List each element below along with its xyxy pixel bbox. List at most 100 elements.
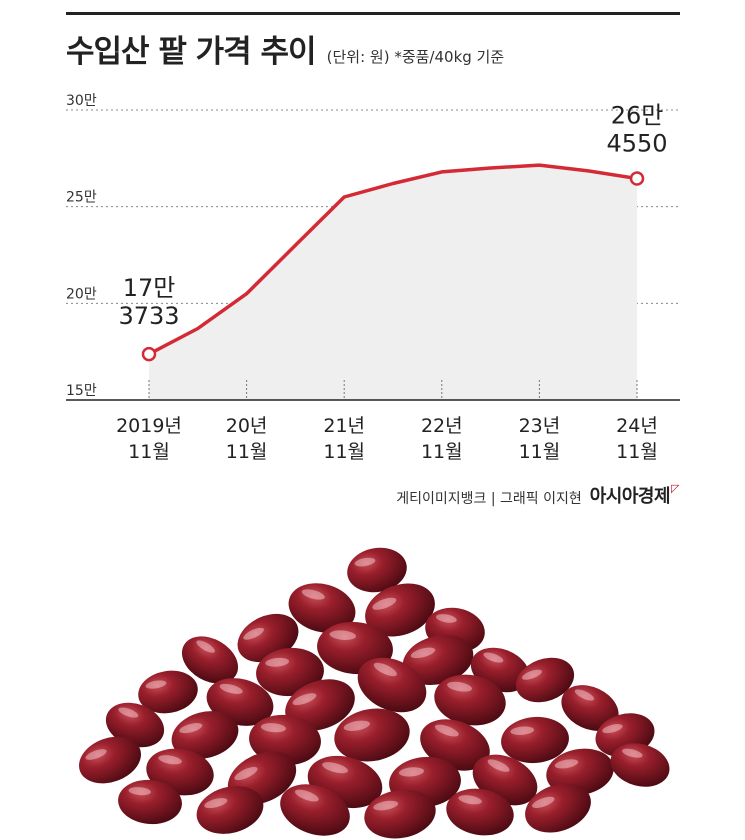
bean-highlight <box>434 724 459 737</box>
x-tick-month: 11월 <box>519 441 561 463</box>
bean-highlight <box>322 762 348 774</box>
bean-highlight <box>354 557 376 567</box>
bean <box>402 635 474 685</box>
bean-highlight <box>179 723 203 734</box>
bean <box>256 647 324 697</box>
brand-mark-icon: ◸ <box>671 482 679 495</box>
y-tick-label: 30만 <box>66 93 97 109</box>
price-chart: 15만 20만 25만 30만 2019년 11월 20년 11월 21년 11월 22년 11월 2… <box>66 93 680 463</box>
footer: 게티이미지뱅크 | 그래픽 이지현 아시아경제◸ <box>396 482 679 508</box>
bean-body <box>256 647 324 697</box>
bean-body <box>105 702 165 748</box>
header: 수입산 팥 가격 추이 (단위: 원) *중품/40kg 기준 <box>66 26 504 71</box>
bean-body <box>420 719 490 771</box>
bean <box>105 702 165 748</box>
bean-body <box>347 547 407 593</box>
bean-highlight <box>554 759 579 769</box>
bean <box>357 657 427 713</box>
markers <box>141 171 645 362</box>
bean <box>171 711 239 759</box>
bean-body <box>196 786 264 834</box>
red-beans-photo <box>79 547 670 839</box>
x-tick-year: 20년 <box>226 415 268 437</box>
bean-highlight <box>329 630 357 640</box>
y-tick-label: 20만 <box>66 286 97 302</box>
bean <box>285 679 355 731</box>
bean <box>280 784 350 836</box>
bean <box>446 788 514 836</box>
bean-pile <box>79 547 670 839</box>
bean-highlight <box>373 800 399 811</box>
bean-highlight <box>118 707 139 718</box>
bean-highlight <box>158 755 182 765</box>
bean-body <box>79 736 141 784</box>
data-label-bottom: 4550 <box>606 130 667 158</box>
bean-body <box>285 679 355 731</box>
bean-highlight <box>622 748 643 758</box>
x-tick-month: 11월 <box>128 441 170 463</box>
bean-highlight <box>602 724 623 734</box>
y-tick-label: 15만 <box>66 383 97 399</box>
x-tick-year: 21년 <box>323 415 365 437</box>
x-tick-year: 2019년 <box>116 415 182 437</box>
bean-highlight <box>260 723 286 733</box>
bean-body <box>118 779 182 825</box>
bean-highlight <box>219 683 243 694</box>
y-tick-label: 25만 <box>66 190 97 206</box>
chart-title: 수입산 팥 가격 추이 <box>66 34 317 70</box>
bean-body <box>138 670 198 714</box>
x-tick-month: 11월 <box>226 441 268 463</box>
bean-body <box>610 743 670 787</box>
data-point-marker <box>141 346 157 362</box>
bean-body <box>501 716 569 764</box>
bean-highlight <box>301 589 325 600</box>
x-tick-year: 23년 <box>519 415 561 437</box>
bean-body <box>561 685 619 731</box>
bean-body <box>402 635 474 685</box>
bean-highlight <box>436 614 457 623</box>
bean-highlight <box>294 789 319 802</box>
bean-highlight <box>372 597 397 610</box>
bean-highlight <box>398 767 425 777</box>
x-tick-year: 24년 <box>616 415 658 437</box>
bean-highlight <box>234 766 258 781</box>
bean <box>364 789 436 839</box>
x-tick-month: 11월 <box>421 441 463 463</box>
bean-body <box>525 783 591 833</box>
bean-body <box>334 708 410 762</box>
bean-highlight <box>458 795 482 805</box>
bean-highlight <box>483 652 504 663</box>
bean-body <box>365 583 435 637</box>
bean <box>138 670 198 714</box>
bean-body <box>446 788 514 836</box>
bean <box>525 783 591 833</box>
bean-body <box>357 657 427 713</box>
bean <box>79 736 141 784</box>
bean <box>196 786 264 834</box>
bean <box>420 719 490 771</box>
bean <box>334 708 410 762</box>
bean-highlight <box>343 720 370 731</box>
bean-highlight <box>292 693 317 706</box>
bean-body <box>515 657 575 703</box>
bean-highlight <box>373 662 397 677</box>
chart-subtitle: (단위: 원) *중품/40kg 기준 <box>326 48 505 66</box>
x-tick-month: 11월 <box>323 441 365 463</box>
bean-body <box>288 583 356 633</box>
x-tick-year: 22년 <box>421 415 463 437</box>
bean <box>434 674 506 726</box>
bean-body <box>171 711 239 759</box>
bean-highlight <box>532 796 555 808</box>
data-label-top: 17만 <box>123 274 176 302</box>
bean-highlight <box>243 627 264 640</box>
bean-body <box>364 789 436 839</box>
bean-highlight <box>521 669 542 680</box>
bean <box>347 547 407 593</box>
bean-body <box>181 636 239 684</box>
x-axis-ticks: 2019년 11월 20년 11월 21년 11월 22년 11월 23년 11월 24년 11월 <box>66 380 680 463</box>
bean-highlight <box>145 680 167 689</box>
bean <box>561 685 619 731</box>
bean-highlight <box>410 647 436 659</box>
data-label-bottom: 3733 <box>118 302 179 330</box>
price-line <box>148 163 638 356</box>
